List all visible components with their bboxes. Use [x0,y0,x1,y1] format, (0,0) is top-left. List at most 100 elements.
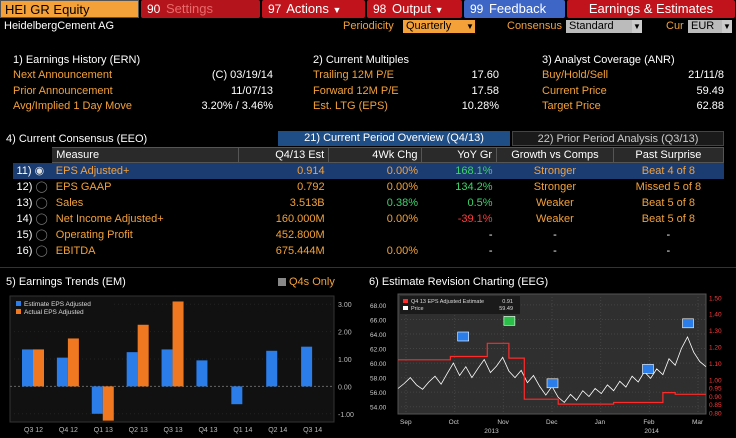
avg-move-label: Avg/Implied 1 Day Move [13,100,133,112]
table-row[interactable]: 15) ◯ Operating Profit 452.800M - - - [13,227,724,243]
left-tick-label: 68.00 [370,303,387,310]
table-row[interactable]: 13) ◯ Sales 3.513B 0.38% 0.5% Weaker Bea… [13,195,724,211]
legend-swatch [16,309,21,314]
prior-announcement-label: Prior Announcement [13,85,113,97]
trailing-pe-label: Trailing 12M P/E [313,69,394,81]
revision-chart: 68.00 66.00 64.00 62.00 60.00 58.00 56.00 54.00… [368,290,736,438]
bar-actual [102,386,114,421]
right-tick-label: 0.80 [709,410,722,417]
event-marker-icon [457,331,469,342]
comps-cell: Stronger [496,162,614,179]
left-tick-label: 54.00 [370,405,387,412]
table-row[interactable]: 16) ◯ EBITDA 675.444M 0.00% - - - [13,243,724,259]
consensus-title[interactable]: 4) Current Consensus (EEO) [6,133,148,145]
radio-icon[interactable]: ◯ [35,245,48,257]
left-tick-label: 64.00 [370,332,387,339]
estimate-cell: 452.800M [275,228,325,241]
revision-svg: 68.00 66.00 64.00 62.00 60.00 58.00 56.00 54.00… [370,293,722,435]
measure-cell: Net Income Adjusted+ [55,212,164,225]
earnings-history-title[interactable]: 1) Earnings History (ERN) [13,54,141,66]
measure-cell: EPS Adjusted+ [51,162,239,179]
table-header[interactable]: Q4/13 Est [237,147,330,163]
table-header[interactable]: YoY Gr [421,147,498,163]
forward-pe-label: Forward 12M P/E [313,85,399,97]
table-header[interactable]: 4Wk Chg [328,147,423,163]
radio-icon[interactable]: ◯ [35,197,48,209]
x-tick-label: Q3 14 [303,427,322,434]
table-row[interactable]: 14) ◯ Net Income Adjusted+ 160.000M 0.00… [13,211,724,227]
yoy-cell: - [488,244,493,257]
estimate-cell: 160.000M [275,212,325,225]
currency-label: Cur [666,20,684,32]
buy-hold-sell-value: 21/11/8 [688,69,724,81]
page-title: Earnings & Estimates [567,0,735,18]
x-tick-label: Nov [497,419,509,426]
target-price-value: 62.88 [696,100,724,112]
x-tick-label: Q3 13 [164,427,183,434]
consensus-value: Standard [569,20,614,32]
radio-icon[interactable]: ◯ [35,181,48,193]
surprise-cell: - [666,244,671,257]
checkbox-icon [278,278,286,286]
radio-icon[interactable]: ◯ [35,213,48,225]
comps-cell: - [553,244,557,257]
consensus-select[interactable]: Standard ▼ [566,20,642,33]
measure-cell: Sales [55,196,84,209]
y-tick-label: 0.00 [338,384,352,391]
chevron-down-icon: ▼ [434,5,444,15]
buy-hold-sell-label: Buy/Hold/Sell [542,69,609,81]
output-hotkey: 98 [373,2,387,16]
table-header[interactable]: Measure [51,147,239,163]
q4s-only-checkbox[interactable]: Q4s Only [278,276,335,288]
estimate-cell: 3.513B [289,196,325,209]
chevron-down-icon: ▼ [722,20,732,33]
estimate-cell: 675.444M [275,244,325,257]
prior-announcement-value: 11/07/13 [230,85,273,97]
table-row[interactable]: 12) ◯ EPS GAAP 0.792 0.00% 134.2% Strong… [13,179,724,195]
radio-icon[interactable]: ◯ [35,229,48,241]
x-tick-label: Q4 13 [198,427,217,434]
tab-prior-period[interactable]: 22) Prior Period Analysis (Q3/13) [512,131,724,146]
periodicity-select[interactable]: Quarterly ▼ [403,20,475,33]
event-marker-icon [503,316,516,326]
table-header[interactable]: Growth vs Comps [496,147,614,163]
legend-swatch [403,306,408,310]
y-tick-label: 1.00 [338,357,352,364]
earnings-trends-title[interactable]: 5) Earnings Trends (EM) [6,276,126,288]
yoy-cell: 168.1% [421,162,497,179]
x-tick-label: Q1 13 [94,427,113,434]
bar-estimate [22,349,33,387]
ticker-field[interactable]: HEI GR Equity [0,0,139,18]
actions-button[interactable]: 97 Actions ▼ [262,0,365,18]
table-header[interactable]: Past Surprise [612,147,725,163]
left-tick-label: 58.00 [370,376,387,383]
section-divider [0,267,736,268]
next-announcement-label: Next Announcement [13,69,113,81]
analyst-coverage-title[interactable]: 3) Analyst Coverage (ANR) [542,54,675,66]
x-tick-label: Q2 14 [268,427,287,434]
output-button[interactable]: 98 Output ▼ [367,0,462,18]
x-tick-label: Sep [400,419,412,426]
right-tick-label: 1.30 [709,328,722,335]
right-tick-label: 1.50 [709,295,722,302]
comps-cell: Weaker [536,196,574,209]
bar-estimate [126,352,138,387]
yoy-cell: - [488,228,493,241]
y-tick-label: -1.00 [338,412,354,419]
revision-title[interactable]: 6) Estimate Revision Charting (EEG) [369,276,549,288]
right-tick-label: 1.00 [709,377,722,384]
left-tick-label: 62.00 [370,347,387,354]
earnings-trends-chart: 3.00 2.00 1.00 0.00 -1.00 Q3 12 Q4 12 Q1 13 Q2 1… [6,292,362,438]
currency-select[interactable]: EUR ▼ [688,20,732,33]
right-tick-label: 0.85 [709,402,722,409]
radio-selected-icon[interactable]: ◉ [34,165,45,178]
tab-current-period[interactable]: 21) Current Period Overview (Q4/13) [278,131,510,146]
feedback-hotkey: 99 [470,2,484,16]
settings-button[interactable]: 90 Settings [141,0,260,18]
year-label: 2014 [644,428,659,435]
feedback-button[interactable]: 99 Feedback [464,0,565,18]
legend-label: Actual EPS Adjusted [24,309,84,316]
table-row[interactable]: 11) ◉ EPS Adjusted+ 0.914 0.00% 168.1% S… [12,162,724,179]
change-cell: 0.00% [386,180,418,193]
year-label: 2013 [484,428,499,435]
